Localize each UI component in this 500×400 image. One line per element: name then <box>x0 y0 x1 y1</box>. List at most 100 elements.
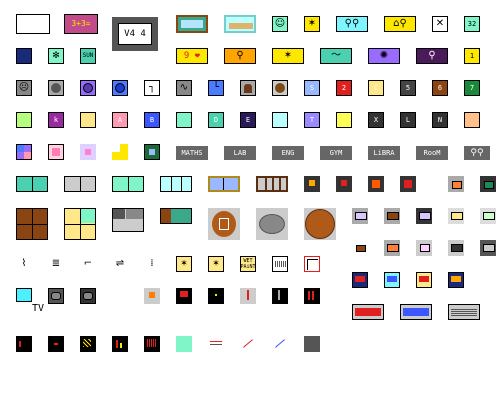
monitor-tile-2[interactable] <box>480 176 496 192</box>
letter-tile-n[interactable]: N <box>432 112 448 128</box>
action-tile-2[interactable]: ✶ <box>272 48 304 64</box>
room-label-maths[interactable]: MATHS <box>176 146 208 160</box>
monitor-tile-1[interactable] <box>448 176 464 192</box>
picture-tile-1[interactable]: ☺ <box>272 16 288 32</box>
picture-tile-2[interactable]: ✶ <box>304 16 320 32</box>
number-tile-5[interactable]: 5 <box>400 80 416 96</box>
bars-tile-1[interactable] <box>272 288 288 304</box>
poster-tile-2[interactable] <box>224 15 256 33</box>
desk-tile[interactable] <box>112 208 144 232</box>
picture-tile-5[interactable]: ✕ <box>432 16 448 32</box>
letter-tile-s[interactable]: S <box>304 80 320 96</box>
shelf-tile[interactable] <box>256 176 288 192</box>
console-tile-4[interactable] <box>448 272 464 288</box>
room-label-room[interactable]: RooM <box>416 146 448 160</box>
lines-tile[interactable] <box>208 336 224 352</box>
letter-tile-a[interactable]: A <box>112 112 128 128</box>
monitor-tile-9[interactable] <box>384 240 400 256</box>
corner-tile[interactable]: ┐ <box>144 80 160 96</box>
clock-tile-purple[interactable] <box>80 80 96 96</box>
console-tile-1[interactable] <box>352 272 368 288</box>
cabinet-tile[interactable] <box>16 208 48 240</box>
letter-tile-x[interactable]: X <box>368 112 384 128</box>
number-tile-6[interactable]: 6 <box>432 80 448 96</box>
poster-tile-1[interactable] <box>176 15 208 33</box>
toilet-sign-tile[interactable]: ⚲⚲ <box>464 146 490 160</box>
window-tile-light-blue[interactable] <box>160 176 192 192</box>
panel-tile-1[interactable] <box>352 304 384 320</box>
square-tile-pink[interactable] <box>48 144 64 160</box>
room-label-lab[interactable]: LAB <box>224 146 256 160</box>
bars-tile-2[interactable] <box>304 288 320 304</box>
console-tile-3[interactable] <box>416 272 432 288</box>
round-table-tile[interactable] <box>304 208 336 240</box>
lamp-tile-2[interactable] <box>336 176 352 192</box>
mint-tile[interactable] <box>176 336 192 352</box>
stand-tile[interactable] <box>240 288 256 304</box>
window-tile-blue[interactable] <box>208 176 240 192</box>
plate-tile[interactable] <box>256 208 288 240</box>
square-tile-green[interactable] <box>144 144 160 160</box>
figure-tile[interactable]: ✻ <box>48 48 64 64</box>
locker-tile[interactable] <box>64 208 96 240</box>
monitor-tile-5[interactable] <box>416 208 432 224</box>
star-tile[interactable] <box>208 288 224 304</box>
lamp-tile-1[interactable] <box>304 176 320 192</box>
swirl-tile[interactable]: ∿ <box>176 80 192 96</box>
navy-tile[interactable] <box>16 48 32 64</box>
letter-tile-c[interactable]: C <box>368 80 384 96</box>
bag-tile[interactable] <box>240 80 256 96</box>
circle-tile-gray[interactable] <box>48 80 64 96</box>
sign-tile-yellow-1[interactable]: ✶ <box>176 256 192 272</box>
dark-tile-4[interactable] <box>112 336 128 352</box>
letter-tile-teal[interactable] <box>176 112 192 128</box>
letter-tile-k[interactable]: k <box>48 112 64 128</box>
letter-tile-green[interactable] <box>16 112 32 128</box>
letter-tile-d[interactable]: D <box>208 112 224 128</box>
number-tile-2[interactable]: 2 <box>336 80 352 96</box>
face-tile[interactable]: ☹ <box>16 80 32 96</box>
number-tile-1[interactable]: 1 <box>464 48 480 64</box>
action-tile-3[interactable]: 〜 <box>320 48 352 64</box>
gray-tile[interactable] <box>304 336 320 352</box>
monitor-tile-8[interactable] <box>352 240 368 256</box>
cookie-tile[interactable] <box>272 80 288 96</box>
clock-tile-blue[interactable] <box>112 80 128 96</box>
dark-tile-3[interactable] <box>80 336 96 352</box>
picture-tile-4[interactable]: ⌂⚲ <box>384 16 416 32</box>
fire-tile-1[interactable] <box>144 288 160 304</box>
letter-tile-e[interactable]: E <box>240 112 256 128</box>
diagonal-tile-1[interactable] <box>240 336 256 352</box>
panel-tile-3[interactable] <box>448 304 480 320</box>
fire-tile-2[interactable] <box>176 288 192 304</box>
monitor-tile-11[interactable] <box>448 240 464 256</box>
room-label-libra[interactable]: LiBRA <box>368 146 400 160</box>
chalkboard-tile[interactable]: V4 4 <box>112 17 158 51</box>
letter-tile-bright-yellow[interactable] <box>336 112 352 128</box>
room-label-eng[interactable]: ENG <box>272 146 304 160</box>
letter-tile-b[interactable]: B <box>144 112 160 128</box>
sun-tile[interactable]: SUN <box>80 48 96 64</box>
heart-tile[interactable]: 9 ❤ <box>176 48 208 64</box>
number-tile-7[interactable]: 7 <box>464 80 480 96</box>
panel-tile-2[interactable] <box>400 304 432 320</box>
letter-tile-l-blue[interactable]: └ <box>208 80 224 96</box>
window-tile-mint[interactable] <box>112 176 144 192</box>
monitor-tile-7[interactable] <box>480 208 496 224</box>
action-tile-5[interactable]: ⚲ <box>416 48 448 64</box>
lamp-tile-3[interactable] <box>368 176 384 192</box>
wet-paint-sign[interactable]: WET PAiNT <box>240 256 256 272</box>
picture-tile-3[interactable]: ⚲⚲ <box>336 16 368 32</box>
lamp-tile-4[interactable] <box>400 176 416 192</box>
number-tile-32[interactable]: 32 <box>464 16 480 32</box>
console-tile-2[interactable] <box>384 272 400 288</box>
letter-tile-l[interactable]: L <box>400 112 416 128</box>
sign-tile-yellow-2[interactable]: ✶ <box>208 256 224 272</box>
monitor-tile-4[interactable] <box>384 208 400 224</box>
keyboard-tile[interactable] <box>272 256 288 272</box>
dark-tile-1[interactable] <box>16 336 32 352</box>
action-tile-4[interactable]: ✺ <box>368 48 400 64</box>
oven-tile[interactable] <box>48 288 64 304</box>
square-tile-purple[interactable] <box>80 144 96 160</box>
math-board-tile[interactable]: 3+3= <box>64 14 98 34</box>
